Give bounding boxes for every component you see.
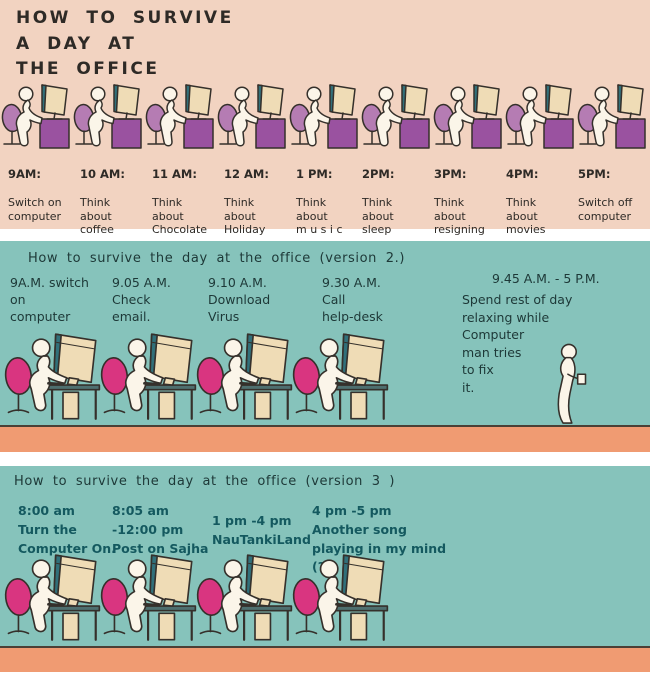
person-at-computer-illustration bbox=[3, 327, 103, 425]
entry-time: 1 PM: bbox=[296, 166, 333, 181]
person-at-computer-illustration bbox=[291, 327, 391, 425]
schedule-entry: 8:05 am -12:00 pm Post on Sajha bbox=[112, 503, 209, 556]
floor bbox=[0, 425, 650, 452]
schedule-entry: 1 pm -4 pm NauTankiLand bbox=[212, 513, 311, 547]
schedule-entry: 12 AM: Think about Holiday bbox=[224, 153, 296, 251]
schedule-entry: 9.05 A.M. Check email. bbox=[112, 275, 171, 324]
entry-time: 11 AM: bbox=[152, 166, 197, 181]
person-at-computer-illustration bbox=[0, 82, 72, 154]
panel-1-title: HOW TO SURVIVE A DAY AT THE OFFICE bbox=[16, 8, 234, 79]
entry-text: Think about Holiday bbox=[224, 195, 266, 237]
schedule-entry: 1 PM: Think about m u s i c bbox=[296, 153, 368, 251]
panel-2-title: How to survive the day at the office (ve… bbox=[28, 251, 406, 266]
entry-time: 4PM: bbox=[506, 166, 539, 181]
person-at-computer-illustration bbox=[576, 82, 648, 154]
entry-text: Think about coffee bbox=[80, 195, 114, 237]
person-at-computer-illustration bbox=[360, 82, 432, 154]
schedule-entry: 3PM: Think about resigning bbox=[434, 153, 506, 251]
person-at-computer-illustration bbox=[291, 548, 391, 646]
person-at-computer-illustration bbox=[504, 82, 576, 154]
closing-entry-text: Spend rest of day relaxing while Compute… bbox=[462, 292, 573, 395]
schedule-entry: 9.10 A.M. Download Virus bbox=[208, 275, 271, 324]
schedule-entry: 4PM: Think about movies bbox=[506, 153, 578, 251]
person-at-computer-illustration bbox=[99, 548, 199, 646]
entry-time: 9AM: bbox=[8, 166, 41, 181]
panel-1-original: HOW TO SURVIVE A DAY AT THE OFFICE 9AM: … bbox=[0, 0, 650, 236]
entry-time: 12 AM: bbox=[224, 166, 269, 181]
person-at-computer-illustration bbox=[99, 327, 199, 425]
entry-text: Think about m u s i c bbox=[296, 195, 343, 237]
panel-3-version-3: How to survive the day at the office (ve… bbox=[0, 466, 650, 672]
panel-2-version-2: How to survive the day at the office (ve… bbox=[0, 241, 650, 452]
entry-time: 5PM: bbox=[578, 166, 611, 181]
schedule-entry: 5PM: Switch off computer bbox=[578, 153, 650, 237]
schedule-entry: 4 pm -5 pm Another song playing in my mi… bbox=[312, 503, 447, 574]
schedule-entry: 2PM: Think about sleep bbox=[362, 153, 434, 251]
schedule-entry: 9A.M. switch on computer bbox=[10, 275, 89, 324]
person-at-computer-illustration bbox=[195, 327, 295, 425]
person-at-computer-illustration bbox=[288, 82, 360, 154]
entry-text: Switch off computer bbox=[578, 195, 633, 223]
entry-text: Think about movies bbox=[506, 195, 546, 237]
standing-person-illustration bbox=[540, 343, 590, 425]
person-at-computer-illustration bbox=[144, 82, 216, 154]
entry-text: Think about resigning bbox=[434, 195, 485, 237]
schedule-entry: 9AM: Switch on computer bbox=[8, 153, 80, 237]
entry-text: Think about sleep bbox=[362, 195, 394, 237]
schedule-entry: 8:00 am Turn the Computer On. bbox=[18, 503, 116, 556]
entry-text: Think about Chocolate bbox=[152, 195, 208, 237]
closing-entry-time: 9.45 A.M. - 5 P.M. bbox=[492, 271, 600, 286]
entry-text: Switch on computer bbox=[8, 195, 62, 223]
schedule-entry: 11 AM: Think about Chocolate bbox=[152, 153, 224, 251]
person-at-computer-illustration bbox=[3, 548, 103, 646]
floor bbox=[0, 646, 650, 672]
entry-time: 2PM: bbox=[362, 166, 395, 181]
person-at-computer-illustration bbox=[216, 82, 288, 154]
person-at-computer-illustration bbox=[195, 548, 295, 646]
entry-time: 10 AM: bbox=[80, 166, 125, 181]
panel-3-title: How to survive the day at the office (ve… bbox=[14, 474, 396, 489]
person-at-computer-illustration bbox=[72, 82, 144, 154]
person-at-computer-illustration bbox=[432, 82, 504, 154]
schedule-entry: 10 AM: Think about coffee bbox=[80, 153, 152, 251]
schedule-entry: 9.30 A.M. Call help-desk bbox=[322, 275, 383, 324]
entry-time: 3PM: bbox=[434, 166, 467, 181]
